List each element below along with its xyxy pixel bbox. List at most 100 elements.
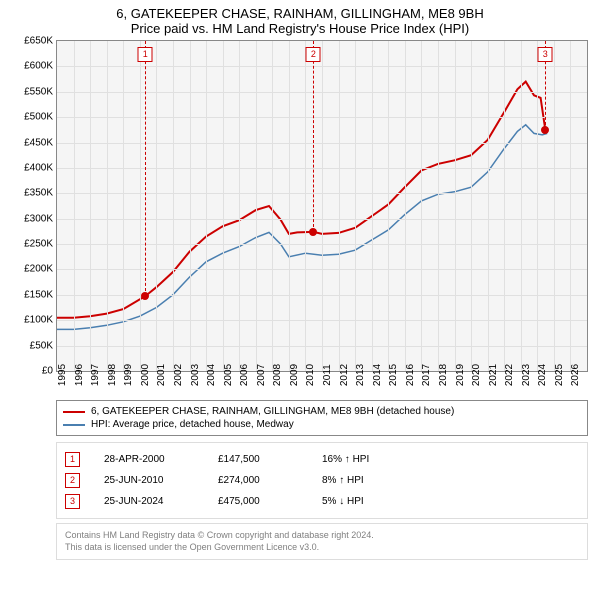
event-badge: 2: [65, 473, 80, 488]
x-axis-label: 2025: [554, 364, 565, 386]
x-axis-label: 2016: [405, 364, 416, 386]
x-axis-label: 2012: [339, 364, 350, 386]
x-axis-label: 2014: [372, 364, 383, 386]
x-axis-label: 2026: [570, 364, 581, 386]
x-axis-label: 2019: [455, 364, 466, 386]
x-axis-label: 1996: [74, 364, 85, 386]
y-axis-label: £0: [42, 366, 53, 377]
chart-subtitle: Price paid vs. HM Land Registry's House …: [0, 21, 600, 36]
gridline-v: [322, 41, 323, 371]
gridline-v: [504, 41, 505, 371]
gridline-v: [488, 41, 489, 371]
legend-swatch: [63, 424, 85, 426]
x-axis-label: 2021: [488, 364, 499, 386]
gridline-v: [305, 41, 306, 371]
event-badge: 3: [65, 494, 80, 509]
event-badge: 1: [65, 452, 80, 467]
x-axis-label: 2013: [355, 364, 366, 386]
y-axis-label: £450K: [24, 137, 53, 148]
x-axis-label: 2018: [438, 364, 449, 386]
x-axis-label: 1999: [123, 364, 134, 386]
title-block: 6, GATEKEEPER CHASE, RAINHAM, GILLINGHAM…: [0, 0, 600, 40]
event-delta: 5% ↓ HPI: [322, 496, 412, 507]
y-axis-label: £250K: [24, 239, 53, 250]
y-axis-label: £300K: [24, 213, 53, 224]
gridline-v: [421, 41, 422, 371]
footer-line-2: This data is licensed under the Open Gov…: [65, 542, 579, 554]
x-axis-label: 2020: [471, 364, 482, 386]
marker-dot: [141, 292, 149, 300]
x-axis-label: 2009: [289, 364, 300, 386]
gridline-v: [256, 41, 257, 371]
gridline-v: [173, 41, 174, 371]
x-axis-label: 2006: [239, 364, 250, 386]
y-axis-label: £650K: [24, 36, 53, 47]
gridline-v: [107, 41, 108, 371]
gridline-v: [537, 41, 538, 371]
gridline-v: [272, 41, 273, 371]
gridline-v: [355, 41, 356, 371]
x-axis-label: 2002: [173, 364, 184, 386]
gridline-v: [339, 41, 340, 371]
event-date: 25-JUN-2010: [104, 475, 194, 486]
legend-item: HPI: Average price, detached house, Medw…: [63, 418, 581, 431]
x-axis-label: 2017: [421, 364, 432, 386]
series-line: [57, 125, 547, 330]
footer: Contains HM Land Registry data © Crown c…: [56, 523, 588, 560]
event-delta: 16% ↑ HPI: [322, 454, 412, 465]
gridline-v: [570, 41, 571, 371]
event-price: £475,000: [218, 496, 298, 507]
x-axis-label: 2023: [521, 364, 532, 386]
y-axis-label: £200K: [24, 264, 53, 275]
event-date: 25-JUN-2024: [104, 496, 194, 507]
x-axis-label: 2003: [190, 364, 201, 386]
gridline-v: [388, 41, 389, 371]
marker-badge: 1: [138, 47, 153, 62]
x-axis-label: 2010: [305, 364, 316, 386]
x-axis-label: 2024: [537, 364, 548, 386]
plot-area: £0£50K£100K£150K£200K£250K£300K£350K£400…: [56, 40, 588, 372]
x-axis-label: 2004: [206, 364, 217, 386]
gridline-v: [521, 41, 522, 371]
event-row: 3 25-JUN-2024 £475,000 5% ↓ HPI: [65, 491, 579, 512]
event-row: 2 25-JUN-2010 £274,000 8% ↑ HPI: [65, 470, 579, 491]
legend-label: 6, GATEKEEPER CHASE, RAINHAM, GILLINGHAM…: [91, 406, 454, 417]
y-axis-label: £500K: [24, 112, 53, 123]
event-date: 28-APR-2000: [104, 454, 194, 465]
y-axis-label: £100K: [24, 315, 53, 326]
chart-container: 6, GATEKEEPER CHASE, RAINHAM, GILLINGHAM…: [0, 0, 600, 560]
legend-label: HPI: Average price, detached house, Medw…: [91, 419, 294, 430]
gridline-v: [206, 41, 207, 371]
gridline-v: [190, 41, 191, 371]
gridline-v: [123, 41, 124, 371]
events-table: 128-APR-2000£147,50016% ↑ HPI225-JUN-201…: [56, 442, 588, 519]
x-axis-label: 2005: [223, 364, 234, 386]
x-axis-label: 2001: [156, 364, 167, 386]
gridline-v: [554, 41, 555, 371]
x-axis-label: 1998: [107, 364, 118, 386]
y-axis-label: £550K: [24, 86, 53, 97]
x-axis-label: 1997: [90, 364, 101, 386]
gridline-v: [140, 41, 141, 371]
y-axis-label: £350K: [24, 188, 53, 199]
x-axis-label: 2011: [322, 364, 333, 386]
legend-swatch: [63, 411, 85, 413]
event-delta: 8% ↑ HPI: [322, 475, 412, 486]
gridline-v: [405, 41, 406, 371]
y-axis-label: £50K: [30, 340, 53, 351]
marker-guideline: [145, 41, 146, 296]
marker-dot: [541, 126, 549, 134]
x-axis-label: 1995: [57, 364, 68, 386]
x-axis-label: 2000: [140, 364, 151, 386]
gridline-v: [74, 41, 75, 371]
x-axis-label: 2007: [256, 364, 267, 386]
event-price: £274,000: [218, 475, 298, 486]
x-axis-label: 2015: [388, 364, 399, 386]
marker-badge: 3: [538, 47, 553, 62]
y-axis-label: £400K: [24, 162, 53, 173]
marker-guideline: [313, 41, 314, 232]
footer-line-1: Contains HM Land Registry data © Crown c…: [65, 530, 579, 542]
x-axis-label: 2022: [504, 364, 515, 386]
gridline-v: [372, 41, 373, 371]
legend: 6, GATEKEEPER CHASE, RAINHAM, GILLINGHAM…: [56, 400, 588, 436]
